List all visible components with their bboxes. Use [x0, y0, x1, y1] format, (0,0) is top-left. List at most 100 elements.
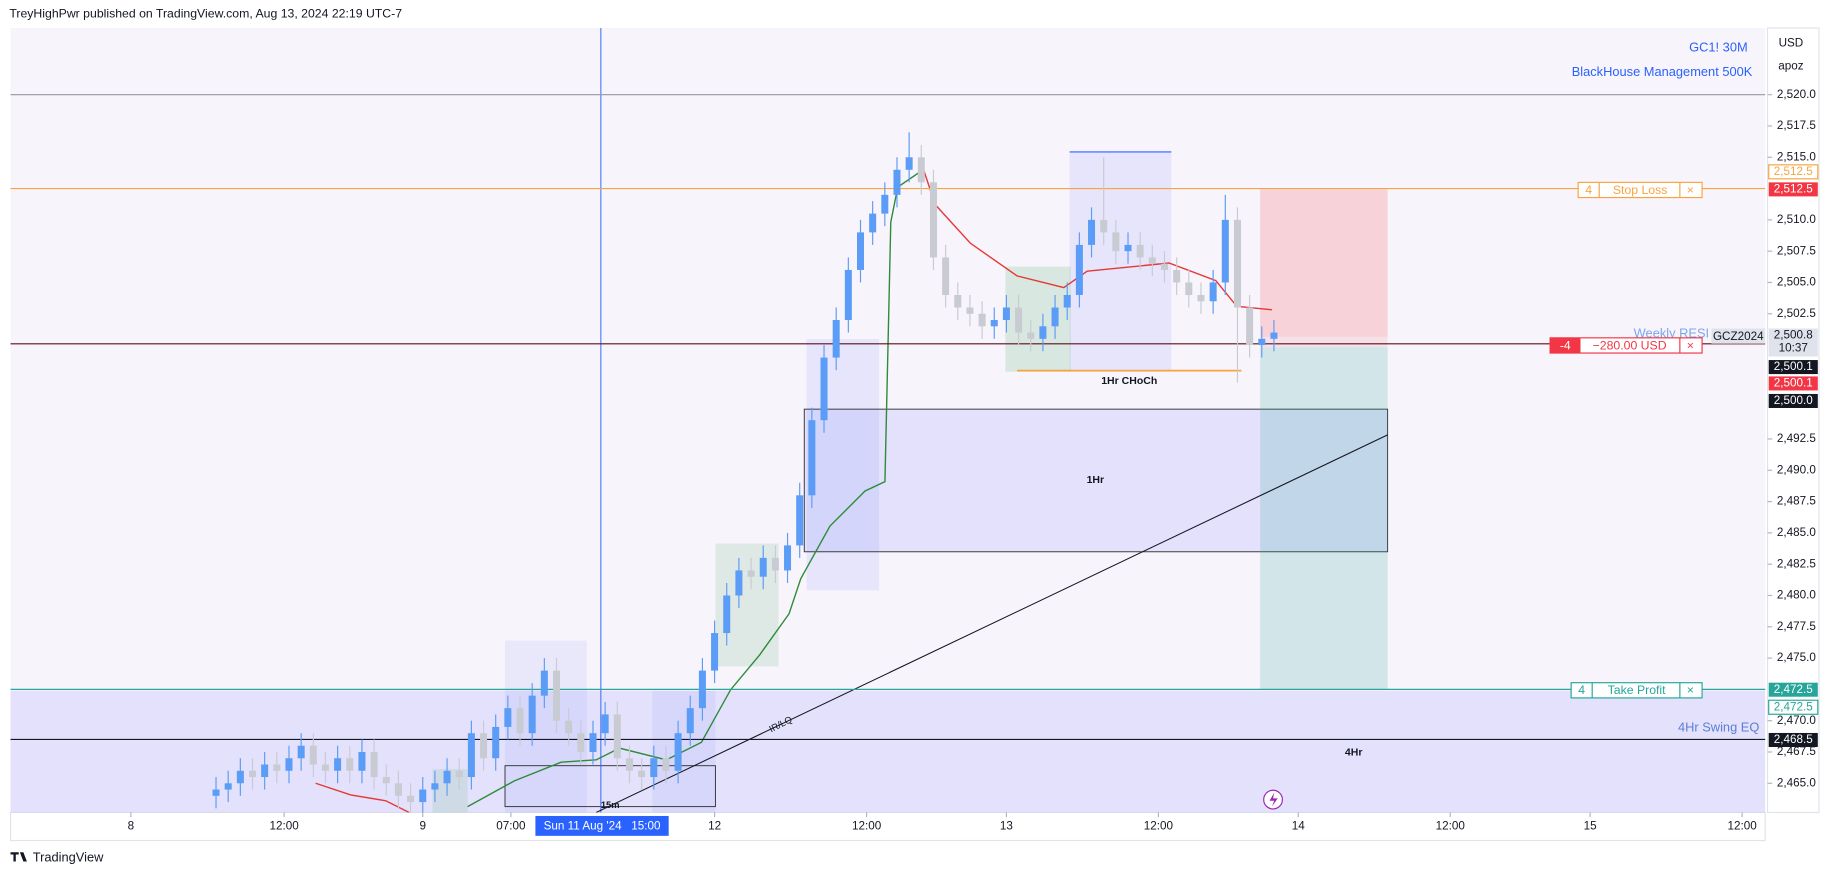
zones — [10, 28, 1766, 813]
candle-body — [1209, 282, 1217, 302]
candle-body — [1039, 326, 1047, 339]
alert-icon-bolt — [1269, 792, 1278, 807]
label-4hr: 4Hr — [1345, 747, 1363, 759]
candle-body — [808, 420, 816, 496]
candle-body — [613, 714, 621, 759]
candle-body — [820, 357, 828, 421]
countdown: 10:37 — [1779, 341, 1808, 354]
position-pnl: −280.00 USD — [1593, 338, 1667, 352]
candle-body — [565, 720, 573, 734]
position-close[interactable]: × — [1687, 338, 1694, 352]
candle-body — [1112, 232, 1120, 252]
candle-body — [844, 269, 852, 321]
candle-body — [954, 294, 962, 308]
candle-body — [1136, 244, 1144, 258]
candle-body — [273, 764, 281, 771]
crosshair-time: 15:00 — [631, 820, 661, 833]
candle-body — [1088, 219, 1096, 245]
candle-body — [321, 764, 329, 771]
candle-body — [334, 758, 342, 771]
order-tp[interactable] — [1570, 682, 1703, 699]
order-label: Stop Loss — [1613, 183, 1668, 197]
x-tick-label: 13 — [1000, 820, 1013, 833]
y-tick-label: 2,480.0 — [1777, 589, 1816, 602]
footer: TradingView — [33, 849, 104, 864]
y-tick-label: 2,467.5 — [1777, 745, 1816, 758]
candle-body — [771, 557, 779, 571]
x-tick-label: 15 — [1584, 820, 1598, 833]
currency: USD — [1779, 36, 1804, 49]
x-tick-label: 12:00 — [1436, 820, 1466, 833]
candle-body — [1258, 338, 1266, 346]
y-tick-label: 2,475.0 — [1777, 651, 1816, 664]
candle-body — [1015, 307, 1023, 333]
candle-body — [224, 783, 232, 790]
candle-body — [528, 695, 536, 734]
tag-text: 2,512.5 — [1774, 182, 1813, 195]
tag-text: 2,472.5 — [1774, 683, 1813, 696]
price-tags: 2,512.5 2,512.5 2,500.8 10:37 2,500.1 2,… — [1768, 164, 1819, 747]
x-tick-label: 14 — [1292, 820, 1306, 833]
candle-body — [1233, 219, 1241, 308]
x-tick-label: 9 — [419, 820, 426, 833]
order-stop[interactable] — [1577, 181, 1703, 199]
candle-body — [869, 213, 877, 233]
candle-body — [407, 795, 415, 803]
candle-body — [419, 789, 427, 803]
candle-body — [832, 320, 840, 358]
candle-body — [1185, 282, 1193, 295]
candle-body — [480, 733, 488, 759]
candle-body — [309, 745, 317, 765]
tag — [1768, 699, 1819, 715]
candle-body — [1002, 307, 1010, 321]
zone-4hr — [10, 690, 1766, 813]
candle-body — [492, 726, 500, 759]
candle-body — [431, 783, 439, 790]
reward-zone — [1260, 347, 1388, 690]
label-swing-eq: 4Hr Swing EQ — [1678, 720, 1759, 735]
candle-body — [735, 570, 743, 596]
y-tick-label: 2,477.5 — [1777, 620, 1816, 633]
candle-body — [638, 770, 646, 778]
trend-line — [595, 434, 1388, 813]
y-tick-label: 2,465.0 — [1777, 776, 1816, 789]
candle-body — [966, 307, 974, 314]
candle-body — [467, 733, 475, 778]
contract: GCZ2024 — [1713, 330, 1764, 343]
tag — [1768, 360, 1818, 375]
candle-body — [540, 670, 548, 696]
candle-body — [881, 194, 889, 214]
x-tick-label: 12:00 — [1727, 820, 1757, 833]
zone — [1069, 151, 1172, 372]
order-close[interactable]: × — [1687, 683, 1694, 697]
candle-body — [394, 783, 402, 796]
position-qty-bg — [1550, 337, 1581, 354]
y-tick-label: 2,490.0 — [1777, 463, 1816, 476]
candle-body — [686, 708, 694, 734]
contract-tag — [1711, 328, 1766, 344]
y-tick-label: 2,487.5 — [1777, 495, 1816, 508]
candle-body — [723, 595, 731, 634]
candle-body — [1075, 244, 1083, 295]
candle-body — [1100, 219, 1108, 233]
candle-body — [261, 764, 269, 778]
order-close[interactable]: × — [1687, 183, 1694, 197]
orders: 4 Stop Loss × -4 −280.00 USD × 4 Take Pr… — [1549, 181, 1703, 699]
candle-body — [443, 770, 451, 784]
candle-body — [1148, 257, 1156, 264]
order-qty: 4 — [1585, 183, 1592, 197]
candle-body — [662, 758, 670, 771]
candle-body — [1160, 263, 1169, 270]
candle-body — [856, 232, 865, 270]
candle-body — [759, 557, 767, 577]
label-choch: 1Hr CHoCh — [1101, 375, 1157, 387]
x-tick-label: 12:00 — [1144, 820, 1174, 833]
tag-text: 2,500.0 — [1774, 394, 1813, 407]
candle-body — [1124, 244, 1132, 252]
y-tick-label: 2,505.0 — [1777, 276, 1816, 289]
candle-body — [917, 157, 925, 183]
moving-average — [922, 169, 1272, 311]
candle-body — [990, 320, 998, 327]
candle-body — [698, 670, 706, 709]
candle-body — [577, 733, 585, 752]
